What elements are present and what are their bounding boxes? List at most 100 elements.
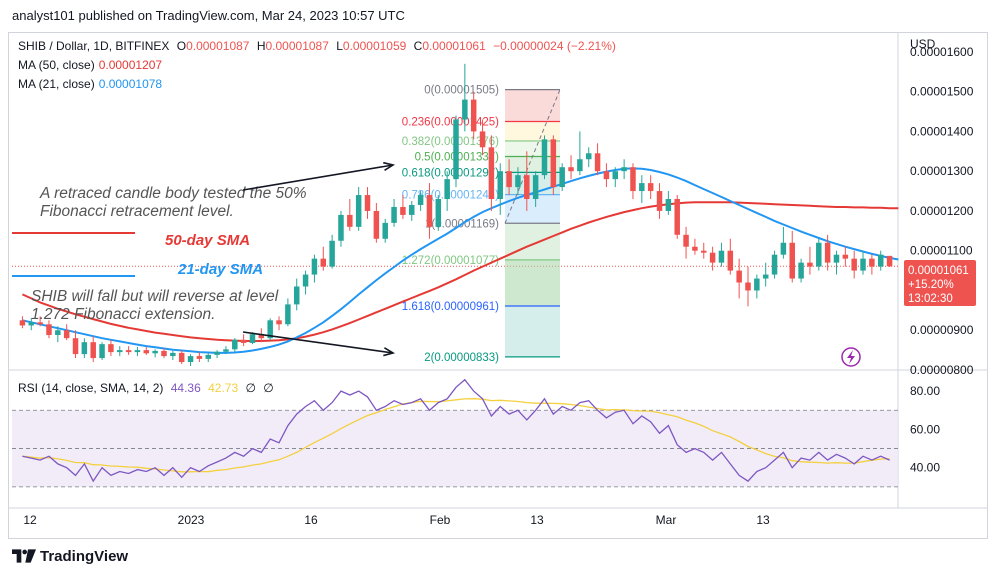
candle-body <box>285 304 291 325</box>
price-tick-label: 0.00001300 <box>910 164 974 178</box>
candle-body <box>816 242 822 267</box>
fib-zone <box>505 223 560 260</box>
axes: 0.00001600 0.00001500 0.00001400 0.00001300… <box>23 45 973 527</box>
candle-body <box>833 254 840 263</box>
candle-body <box>391 206 397 223</box>
candle-body <box>762 274 769 279</box>
candle-body <box>656 191 663 211</box>
candle-body <box>860 258 866 271</box>
candle-body <box>117 350 123 353</box>
candle-body <box>320 258 327 267</box>
candle-body <box>709 252 716 263</box>
price-tick-label: 0.00000800 <box>910 363 974 377</box>
candle-body <box>170 352 176 357</box>
price-tick-label: 0.00001200 <box>910 204 974 218</box>
publish-header: analyst101 published on TradingView.com,… <box>0 0 996 32</box>
last-change: +15.20% <box>908 279 954 291</box>
candle-body <box>683 234 689 247</box>
candle-body <box>639 183 645 192</box>
candle-body <box>267 320 273 339</box>
candle-body <box>28 322 35 326</box>
candles <box>19 63 893 367</box>
candle-body <box>754 278 760 291</box>
ma50-annotation: 50-day SMA <box>165 232 250 249</box>
footer-brand: TradingView <box>12 546 128 566</box>
time-tick-label: Feb <box>430 513 451 527</box>
candle-body <box>347 214 353 227</box>
time-tick-label: 13 <box>756 513 770 527</box>
candle-body <box>470 99 477 132</box>
tradingview-logo-icon <box>12 549 36 563</box>
candle-body <box>329 240 335 267</box>
price-tick-label: 0.00001400 <box>910 124 974 138</box>
candle-body <box>585 153 592 160</box>
last-price: 0.00001061 <box>908 265 969 277</box>
candle-body <box>824 242 831 263</box>
candle-body <box>435 199 442 227</box>
candle-body <box>568 167 574 172</box>
candle-body <box>249 334 256 343</box>
candle-body <box>603 171 610 180</box>
price-tick-label: 0.00000900 <box>910 323 974 337</box>
candle-body <box>842 254 849 259</box>
candle-body <box>81 342 88 355</box>
candle-body <box>692 246 698 251</box>
candle-body <box>524 175 530 200</box>
candle-body <box>37 322 43 325</box>
currency-label: USD <box>910 37 936 51</box>
candle-body <box>798 262 804 279</box>
annotations: A retraced candle body tested the 50%Fib… <box>12 161 396 357</box>
candle-body <box>630 167 636 192</box>
candle-body <box>355 195 362 227</box>
rsi-line <box>22 378 890 483</box>
candle-body <box>214 351 220 355</box>
fib-retracement[interactable]: 0(0.00001505) 0.236(0.00001425) 0.382(0.00… <box>402 85 561 364</box>
candle-body <box>736 270 742 283</box>
rsi-tick-label: 80.00 <box>910 384 940 398</box>
candle-body <box>869 258 875 267</box>
brand-name: TradingView <box>40 547 129 565</box>
candle-body <box>19 320 26 326</box>
annotation-1-arrow <box>242 164 394 191</box>
candle-body <box>409 204 415 215</box>
candle-body <box>426 195 433 227</box>
rsi-tick-label: 60.00 <box>910 422 940 436</box>
time-tick-label: Mar <box>656 513 677 527</box>
fib-zone <box>505 89 560 122</box>
candle-body <box>108 344 114 353</box>
candle-body <box>488 147 495 200</box>
candle-body <box>674 199 680 235</box>
trading-chart[interactable]: 0(0.00001505) 0.236(0.00001425) 0.382(0.00… <box>8 32 988 539</box>
fib-level-label: 0(0.00001505) <box>424 85 499 97</box>
candle-body <box>400 206 406 215</box>
candle-body <box>63 330 70 339</box>
candle-body <box>134 350 141 353</box>
candle-body <box>143 350 150 354</box>
candle-body <box>647 183 654 192</box>
ma21-legend: MA (21, close) 0.00001078 <box>18 77 162 91</box>
candle-body <box>807 262 813 267</box>
candle-body <box>240 339 247 343</box>
candle-body <box>364 195 371 211</box>
candle-body <box>479 131 486 148</box>
candle-body <box>462 99 468 120</box>
ma21-line <box>22 167 899 354</box>
candle-body <box>745 282 751 291</box>
candle-body <box>338 214 344 241</box>
candle-body <box>302 274 309 287</box>
candle-body <box>311 258 318 275</box>
ma50-line <box>21 201 899 342</box>
lightning-icon[interactable] <box>841 347 861 367</box>
candle-body <box>886 255 893 267</box>
candle-body <box>559 167 565 188</box>
fib-level-label: 0.382(0.00001376) <box>402 136 499 148</box>
candle-body <box>232 339 238 350</box>
candle-body <box>373 210 380 239</box>
annotation-2-arrow <box>242 331 394 354</box>
candle-body <box>99 344 105 359</box>
annotation-1-line-1: A retraced candle body tested the 50% <box>39 185 307 202</box>
candle-body <box>851 258 857 271</box>
candle-body <box>701 250 707 253</box>
time-tick-label: 12 <box>23 513 37 527</box>
fib-level-label: 1.618(0.00000961) <box>402 301 499 313</box>
